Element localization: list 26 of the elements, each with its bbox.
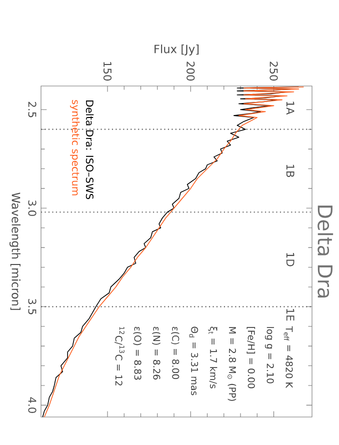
text: Delta Dra: ISO–SWS [86,100,94,200]
y-tick-label: 3.5 [28,299,36,314]
y-tick-label: 3.0 [28,200,36,216]
text: synthetic spectrum [70,100,80,196]
y-tick-label: 2.5 [28,102,36,118]
x-tick-label: 250 [270,62,278,81]
text: Delta Dra [318,206,334,298]
annotation: ξ$_{t}$ = 1.7 km/s [208,326,218,388]
annotation: 1B [286,164,294,178]
annotation: ε(C) = 8.00 [171,326,180,379]
annotation: [Fe/H] = 0.00 [246,327,256,388]
y-axis-title: Wavelength [micron] [10,192,20,310]
annotation: ε(O) = 8.83 [133,326,142,380]
annotation: Θ$_{d}$ = 3.31 mas [189,326,198,396]
annotation: T$_{eff}$ = 4820 K [284,326,293,388]
annotation: 1E [286,308,294,321]
x-tick-label: 200 [186,62,195,81]
annotation: ε(N) = 8.26 [152,326,160,380]
annotation: 1D [286,253,294,266]
annotation: M = 2.8 M$_{⊙}$ (PP) [228,327,236,401]
annotation: 1A [286,102,294,115]
annotation: log g = 2.10 [264,327,274,384]
y-tick-label: 4.0 [28,397,36,413]
x-axis-title: Flux [Jy] [154,44,199,56]
annotation: $^{12}$C/$^{13}$C = 12 [114,326,124,386]
x-tick-label: 150 [103,62,112,81]
